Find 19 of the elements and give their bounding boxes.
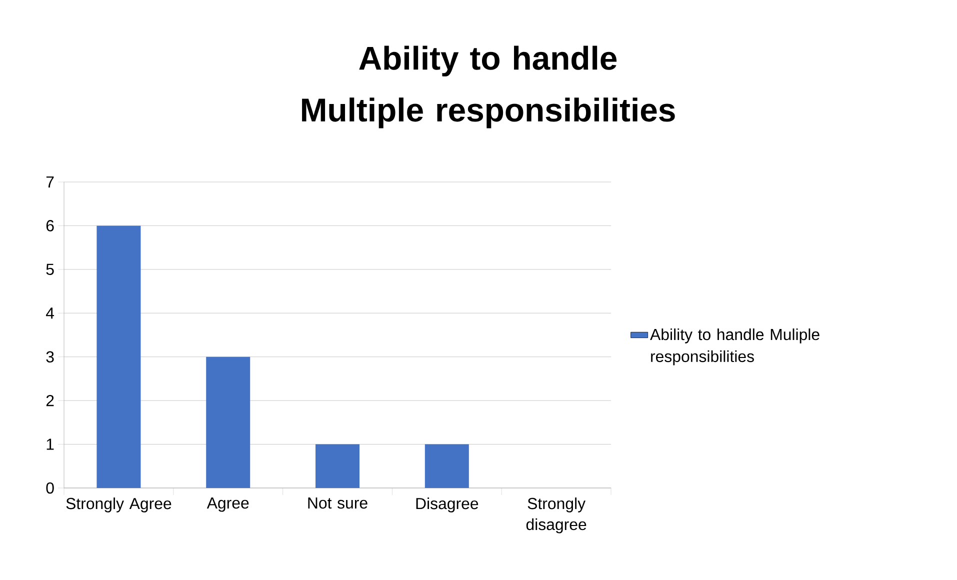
y-tick-label: 6 <box>46 220 54 232</box>
chart-title: Ability to handle Multiple responsibilities <box>302 46 675 128</box>
y-tick-label: 2 <box>46 394 54 406</box>
y-tick-label: 4 <box>46 308 54 319</box>
y-tick-label: 5 <box>46 264 54 275</box>
y-tick-label: 0 <box>46 482 54 494</box>
bar <box>96 226 141 488</box>
y-tick-label: 1 <box>46 438 54 450</box>
y-tick-label: 7 <box>46 176 54 188</box>
bar <box>424 444 469 488</box>
y-tick-label: 3 <box>46 351 54 362</box>
bar <box>206 356 250 488</box>
x-tick-label: Not sure <box>308 498 368 509</box>
x-tick-label: Strongly Agree <box>66 498 172 512</box>
x-tick-label: Strongly disagree <box>526 498 586 534</box>
x-tick-label: Disagree <box>416 498 478 512</box>
legend-label: Ability to handle Muliple responsibilities <box>650 328 820 366</box>
x-tick-label: Agree <box>206 498 249 512</box>
bar <box>316 444 360 488</box>
